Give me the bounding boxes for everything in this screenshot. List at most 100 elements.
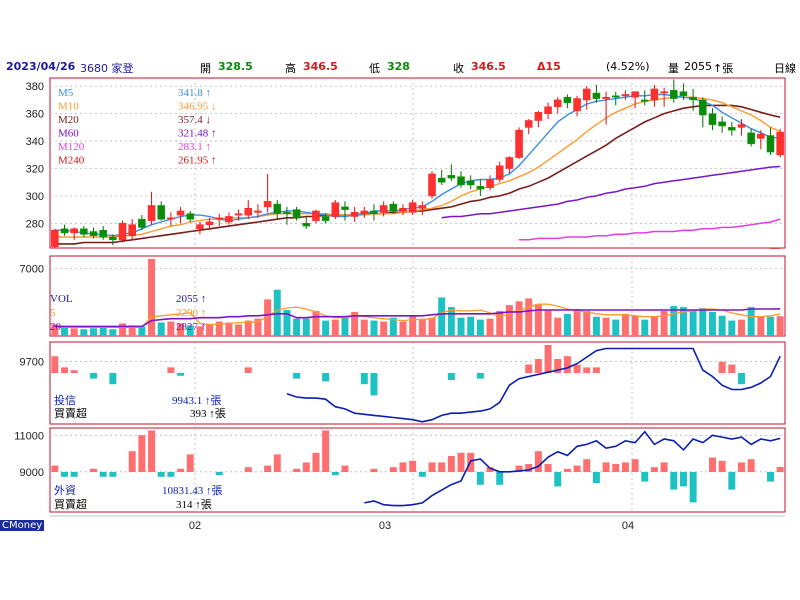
foreign-net-bar xyxy=(612,464,620,472)
trust-panel-frame xyxy=(49,341,786,425)
volume-bar xyxy=(699,308,707,336)
volume-bar xyxy=(61,327,68,336)
foreign-net-bar xyxy=(496,472,504,485)
candle-body xyxy=(118,223,127,241)
volume-bar xyxy=(631,315,639,336)
volume-legend-value: 2290 ↑ xyxy=(176,307,206,319)
trust-tick-label: 9700 xyxy=(20,356,44,368)
volume-bar xyxy=(167,321,175,336)
candle-body xyxy=(302,223,311,227)
volume-bar xyxy=(235,324,243,336)
foreign-net-bar xyxy=(592,472,600,484)
trust-net-bar xyxy=(554,359,562,373)
volume-bar xyxy=(351,311,359,336)
volume-bar xyxy=(573,309,581,336)
trust-net-bar xyxy=(61,367,68,373)
trust-net-bar xyxy=(728,364,736,373)
candle-body xyxy=(573,98,581,112)
volume-legend-name: 5 xyxy=(50,307,56,319)
candle-body xyxy=(650,88,659,101)
foreign-net-bar xyxy=(447,456,455,472)
period-button[interactable]: 日線 xyxy=(774,62,796,75)
candle-body xyxy=(757,133,765,139)
volume-bar xyxy=(438,297,446,336)
foreign-net-bar xyxy=(418,472,426,477)
volume-bar xyxy=(389,317,397,336)
price-tick-label: 380 xyxy=(26,81,44,93)
price-legend-value: 321.48 ↑ xyxy=(178,128,217,140)
trust-net-bar xyxy=(70,370,78,373)
candle-body xyxy=(167,217,175,220)
candle-body xyxy=(273,203,282,215)
volume-legend-value: 2827 ↑ xyxy=(176,321,206,333)
volume-bar xyxy=(757,316,765,336)
trust-net-bar xyxy=(583,367,591,373)
volume-ma20-line xyxy=(54,308,781,328)
foreign-net-bar xyxy=(302,462,310,472)
candle-body xyxy=(640,99,649,102)
foreign-net-bar xyxy=(157,472,165,477)
foreign-net-bar xyxy=(399,462,407,472)
candle-body xyxy=(350,212,359,217)
volume-label: 量 xyxy=(668,62,679,75)
candle-body xyxy=(689,96,697,101)
low-label: 低 xyxy=(369,62,380,75)
volume-bar xyxy=(80,329,88,336)
candle-body xyxy=(718,121,726,127)
foreign-net-bar xyxy=(767,472,774,482)
volume-bar xyxy=(225,322,233,336)
foreign-net-bar xyxy=(650,467,658,472)
trust-net-bar xyxy=(525,364,533,373)
price-legend-value: 261.95 ↑ xyxy=(178,155,217,167)
candle-body xyxy=(99,229,107,238)
foreign-net-bar xyxy=(660,462,668,472)
candle-body xyxy=(225,216,233,223)
foreign-net-bar xyxy=(99,472,107,477)
candle-body xyxy=(70,228,78,234)
volume-legend-value: 2055 ↑ xyxy=(176,293,206,305)
candle-body xyxy=(147,205,156,221)
foreign-net-bar xyxy=(244,467,252,472)
candle-body xyxy=(534,111,543,121)
foreign-net-bar xyxy=(90,468,98,472)
foreign-net-bar xyxy=(457,452,465,472)
candle-body xyxy=(466,180,475,186)
candle-body xyxy=(205,221,214,225)
candle-body xyxy=(737,124,746,128)
volume-bar xyxy=(670,306,678,336)
trust-label: 投信 xyxy=(54,393,76,407)
candle-body xyxy=(505,157,514,169)
trust-net-bar xyxy=(360,373,368,385)
foreign-net-bar xyxy=(331,472,339,476)
foreign-net-bar xyxy=(728,472,736,490)
foreign-net-bar xyxy=(341,465,349,472)
candle-body xyxy=(582,88,591,101)
price-legend-name: M5 xyxy=(58,87,74,99)
price-legend-value: 357.4 ↓ xyxy=(178,114,211,126)
foreign-net-label: 買賣超 xyxy=(54,497,87,511)
volume-ma5-line xyxy=(54,303,781,328)
candle-body xyxy=(428,173,436,197)
trust-net-bar xyxy=(573,364,581,373)
foreign-net-value: 314 ↑張 xyxy=(176,498,212,511)
volume-bar xyxy=(602,317,610,336)
candle-body xyxy=(476,186,485,190)
foreign-net-bar xyxy=(641,472,649,482)
volume-bar xyxy=(476,319,484,336)
foreign-net-bar xyxy=(167,472,175,477)
volume-bar xyxy=(254,318,262,336)
trust-net-bar xyxy=(563,356,571,373)
foreign-net-bar xyxy=(718,460,726,472)
volume-bar xyxy=(90,328,98,336)
candle-body xyxy=(776,131,784,156)
foreign-net-bar xyxy=(51,465,59,472)
candle-body xyxy=(437,177,446,183)
trust-net-bar xyxy=(592,367,600,373)
candle-body xyxy=(495,165,504,180)
candle-body xyxy=(621,94,630,97)
volume-bar xyxy=(380,321,388,336)
volume-bar xyxy=(99,327,107,336)
price-legend-name: M120 xyxy=(58,141,85,153)
candle-body xyxy=(389,203,398,212)
